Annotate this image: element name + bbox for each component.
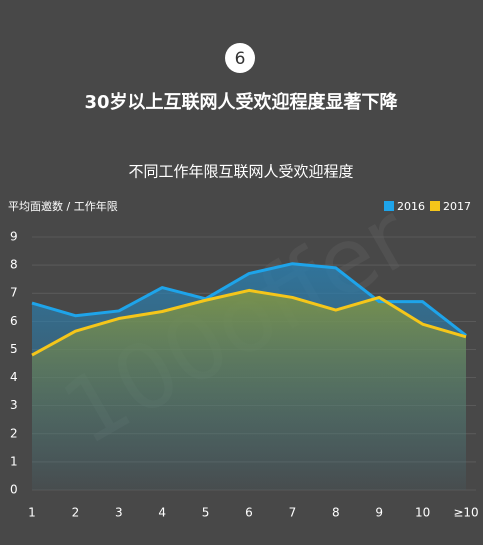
badge: 6 xyxy=(235,49,246,69)
area xyxy=(32,290,466,490)
chart-title: 不同工作年限互联网人受欢迎程度 xyxy=(128,163,353,181)
x-tick-label: 5 xyxy=(202,506,210,520)
legend-swatch xyxy=(384,201,394,211)
x-tick-label: 7 xyxy=(289,506,297,520)
headline: 30岁以上互联网人受欢迎程度显著下降 xyxy=(84,91,398,113)
y-tick-label: 4 xyxy=(10,370,18,384)
x-tick-label: 2 xyxy=(72,506,80,520)
x-tick-label: ≥10 xyxy=(453,506,478,520)
x-tick-label: 6 xyxy=(245,506,253,520)
y-tick-label: 1 xyxy=(10,454,18,468)
y-tick-label: 5 xyxy=(10,342,18,356)
y-tick-label: 8 xyxy=(10,258,18,272)
legend-label: 2017 xyxy=(443,200,471,213)
x-tick-label: 3 xyxy=(115,506,123,520)
line xyxy=(31,262,467,337)
legend-swatch xyxy=(430,201,440,211)
y-tick-label: 6 xyxy=(10,314,18,328)
legend-label: 2016 xyxy=(397,200,425,213)
y-axis-label: 平均面邀数 / 工作年限 xyxy=(8,199,118,213)
y-tick-label: 0 xyxy=(10,483,18,497)
y-tick-label: 3 xyxy=(10,398,18,412)
badge-circle xyxy=(225,43,255,73)
y-tick-label: 9 xyxy=(10,230,18,244)
line xyxy=(31,288,467,357)
y-tick-label: 2 xyxy=(10,426,18,440)
x-tick-label: 10 xyxy=(415,506,430,520)
x-tick-label: 8 xyxy=(332,506,340,520)
x-tick-label: 4 xyxy=(158,506,166,520)
y-tick-label: 7 xyxy=(10,286,18,300)
x-tick-label: 1 xyxy=(28,506,36,520)
x-tick-label: 9 xyxy=(375,506,383,520)
